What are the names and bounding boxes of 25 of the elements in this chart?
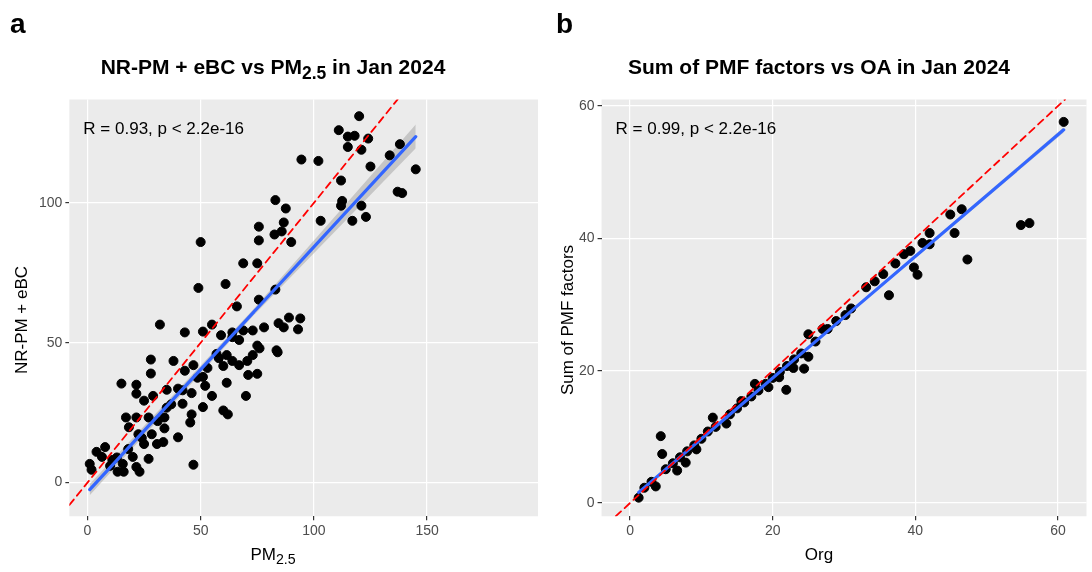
chart-title: Sum of PMF factors vs OA in Jan 2024 [627,55,1011,79]
x-tick-label: 150 [415,522,439,539]
annotation: R = 0.93, p < 2.2e-16 [83,119,245,140]
x-axis-title: Org [803,545,835,565]
x-tick-label: 0 [626,522,635,539]
y-tick-label: 0 [54,473,63,490]
x-tick-label: 60 [1050,522,1066,539]
y-axis-title: NR-PM + eBC [12,265,32,375]
text: a [10,8,26,40]
x-axis-title: PM$_{2.5}$ [249,545,297,568]
x-tick-label: 40 [907,522,924,539]
y-tick-label: 0 [586,493,595,510]
text: b [556,8,574,40]
y-axis-title: Sum of PMF factors [558,244,578,396]
y-tick-label: 100 [39,193,63,210]
x-tick-label: 20 [764,522,781,539]
annotation: R = 0.99, p < 2.2e-16 [615,119,777,140]
x-tick-label: 100 [302,522,326,539]
x-tick-label: 50 [192,522,209,539]
y-tick-label: 40 [578,229,595,246]
y-tick-label: 60 [578,96,595,113]
chart-title: NR-PM + eBC vs PM$_{2.5}$ in Jan 2024 [99,55,447,85]
y-tick-label: 20 [578,361,595,378]
x-tick-label: 0 [83,522,92,539]
y-tick-label: 50 [46,333,63,350]
